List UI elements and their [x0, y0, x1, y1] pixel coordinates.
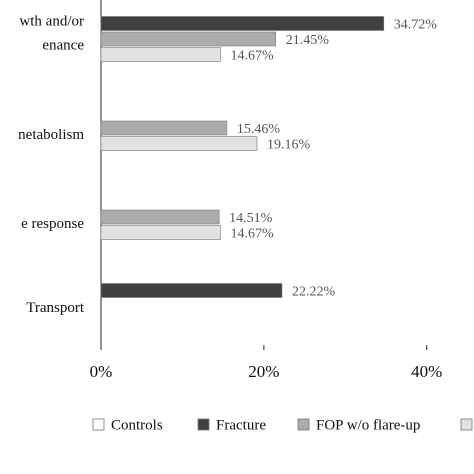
bar — [100, 31, 276, 47]
bar — [100, 225, 221, 240]
value-label: 14.67% — [230, 227, 273, 242]
value-label: 34.72% — [394, 18, 438, 33]
x-tick-label: 20% — [248, 362, 279, 381]
bar — [100, 16, 385, 31]
category-label: wth and/or — [19, 13, 84, 29]
category-label: e response — [21, 216, 84, 232]
legend-swatch — [197, 418, 210, 431]
bar — [100, 209, 220, 225]
bar — [100, 283, 283, 298]
legend-swatch — [297, 418, 310, 431]
category-label: netabolism — [18, 127, 84, 143]
value-label: 14.51% — [229, 211, 273, 226]
legend-label: Fracture — [216, 417, 266, 433]
bar — [100, 120, 228, 136]
value-label: 22.22% — [292, 285, 336, 300]
value-label: 14.67% — [230, 49, 273, 64]
value-label: 21.45% — [286, 33, 330, 48]
value-label: 19.16% — [267, 138, 311, 153]
bar — [100, 136, 258, 151]
x-tick-label: 0% — [90, 362, 113, 381]
legend-label: Controls — [111, 417, 163, 433]
legend-swatch — [460, 418, 473, 431]
value-label: 15.46% — [237, 122, 281, 137]
legend-label: FOP w/o flare-up — [316, 417, 420, 433]
bar — [100, 47, 221, 62]
legend-swatch — [92, 418, 105, 431]
category-label: enance — [42, 37, 84, 53]
x-tick-label: 40% — [411, 362, 442, 381]
category-label: Transport — [26, 300, 85, 316]
